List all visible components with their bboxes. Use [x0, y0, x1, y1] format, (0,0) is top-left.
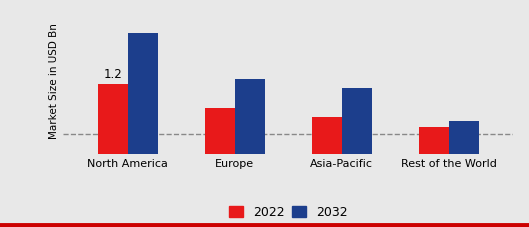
Bar: [312, 117, 342, 154]
Y-axis label: Market Size in USD Bn: Market Size in USD Bn: [49, 23, 59, 138]
Bar: [205, 108, 235, 154]
Bar: [449, 121, 479, 154]
Bar: [127, 33, 158, 154]
Bar: [342, 88, 372, 154]
Bar: [98, 84, 127, 154]
Text: 1.2: 1.2: [103, 68, 122, 81]
Legend: 2022, 2032: 2022, 2032: [229, 206, 348, 219]
Bar: [235, 79, 264, 154]
Bar: [419, 127, 449, 154]
